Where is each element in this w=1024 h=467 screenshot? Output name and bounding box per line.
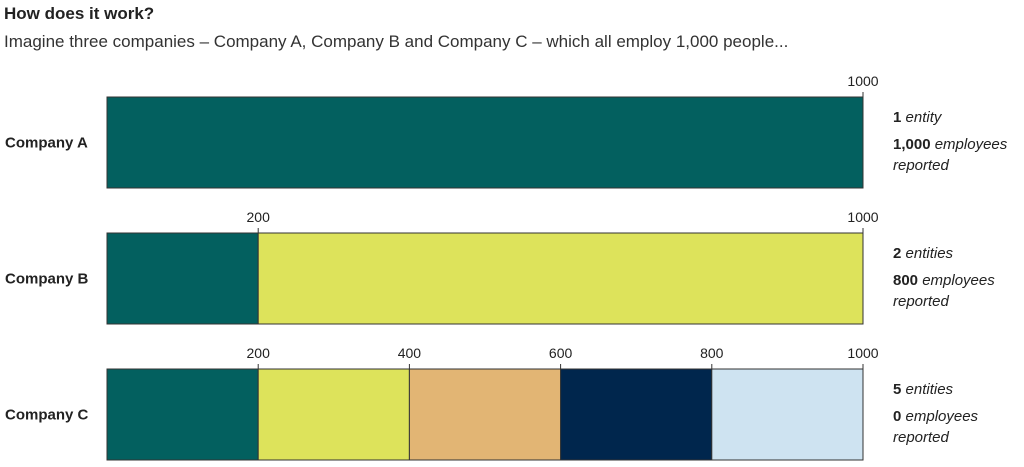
company-b-reported-word: reported xyxy=(893,293,949,310)
company-b-label: Company B xyxy=(5,271,89,288)
company-c-reported-word: reported xyxy=(893,429,949,446)
company-c-entities-word: entities xyxy=(905,381,954,398)
company-b-segment-1 xyxy=(106,232,259,325)
company-c-employees-count: 0 xyxy=(893,408,902,425)
company-c-segment-5 xyxy=(711,368,864,461)
company-b-employees-count: 800 xyxy=(893,272,919,289)
company-a-employees-word: employees xyxy=(934,136,1008,153)
company-c-tick-label-800: 800 xyxy=(700,345,724,361)
company-b-tick-label-200: 200 xyxy=(247,209,271,225)
company-c-label: Company C xyxy=(5,407,89,424)
company-a-segment-1 xyxy=(106,96,864,189)
company-c-segment-2 xyxy=(257,368,410,461)
chart-subtitle: Imagine three companies – Company A, Com… xyxy=(4,32,789,51)
company-c-summary: 5 entities 0 employees reported xyxy=(893,379,978,448)
company-b-entities-word: entities xyxy=(905,245,954,262)
company-c-tick-label-200: 200 xyxy=(247,345,271,361)
company-b-employees-word: employees xyxy=(922,272,995,289)
company-c-segment-1 xyxy=(106,368,259,461)
chart-title: How does it work? xyxy=(4,4,155,23)
company-b-entities-count: 2 xyxy=(893,245,902,262)
company-b-summary: 2 entities 800 employees reported xyxy=(893,243,995,312)
company-c-employees-word: employees xyxy=(905,408,979,425)
company-a-reported-word: reported xyxy=(893,157,949,174)
company-a-label: Company A xyxy=(5,135,88,152)
company-c-segment-3 xyxy=(408,368,562,461)
company-a-tick-label-1000: 1000 xyxy=(847,73,878,89)
company-c-tick-label-400: 400 xyxy=(398,345,422,361)
company-c-tick-label-600: 600 xyxy=(549,345,573,361)
company-a-employees-count: 1,000 xyxy=(893,136,931,153)
company-a-summary: 1 entity 1,000 employees reported xyxy=(893,107,1007,176)
company-c-segment-4 xyxy=(560,368,713,461)
company-c-tick-label-1000: 1000 xyxy=(847,345,878,361)
company-c-entities-count: 5 xyxy=(893,381,902,398)
company-b-segment-2 xyxy=(257,232,864,325)
company-a-entities-count: 1 xyxy=(893,109,902,126)
company-a-entities-word: entity xyxy=(905,109,942,126)
company-b-tick-label-1000: 1000 xyxy=(847,209,878,225)
